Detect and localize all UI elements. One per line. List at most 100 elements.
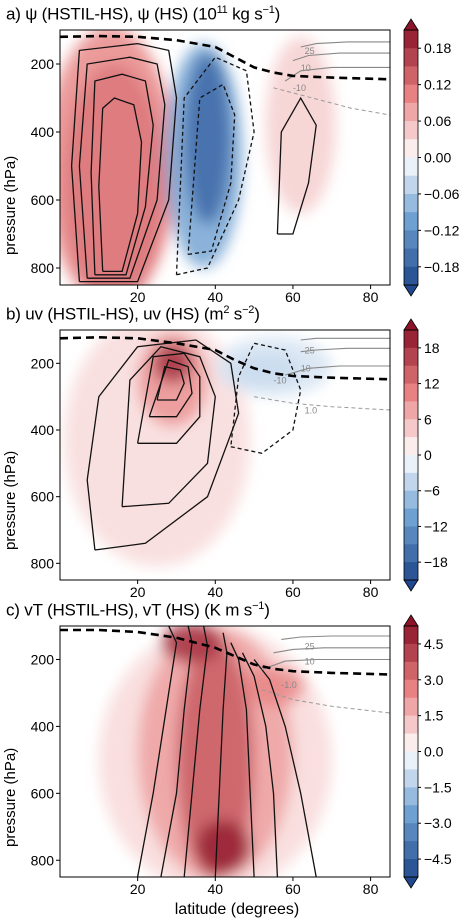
x-tick-label: 40 [208, 289, 224, 305]
colorbar-tick-label: −6 [424, 483, 440, 499]
contour-line [183, 626, 209, 877]
contour-line [273, 647, 390, 654]
colorbar-tick-label: −1.5 [424, 779, 452, 795]
panel-title-end: ) [254, 304, 260, 324]
colorbar-segment [404, 419, 418, 438]
panel-c: c) vT (HSTIL-HS), vT (HS) (K m s−1) press… [0, 596, 474, 901]
hs-contours [70, 41, 390, 283]
filled-field [98, 626, 332, 877]
contour-label: 10 [301, 63, 311, 73]
colorbar-segment [404, 266, 418, 286]
colorbar-segment [404, 84, 418, 104]
anomaly-fill [176, 639, 255, 877]
colorbar-tick-label: 0.12 [424, 77, 451, 93]
contour-line [175, 56, 255, 276]
colorbar-tick-label: 12 [424, 376, 440, 392]
colorbar-segment [404, 347, 418, 367]
panel-title-exponent: −1 [252, 600, 265, 612]
panel-title-text: b) uv (HSTIL-HS), uv (HS) (m [6, 304, 224, 324]
contour-label: 1.0 [305, 405, 318, 415]
x-tick-label: 40 [208, 584, 224, 600]
y-tick-label: 400 [31, 124, 55, 140]
contour-line [300, 337, 390, 341]
colorbar-segment [404, 697, 418, 717]
colorbar-segment [404, 823, 418, 842]
y-tick-label: 800 [31, 852, 55, 868]
y-tick-label: 600 [31, 192, 55, 208]
colorbar-segment [404, 526, 418, 545]
panel-a: a) ψ (HSTIL-HS), ψ (HS) (1011 kg s−1) pre… [0, 0, 474, 305]
colorbar-segment [404, 30, 418, 49]
colorbar-tick-label: 4.5 [424, 636, 444, 652]
colorbar-tick-label: 0 [424, 447, 432, 463]
contour-line [136, 626, 178, 877]
panel-b: b) uv (HSTIL-HS), uv (HS) (m2 s−2) pressu… [0, 300, 474, 600]
chart-svg: 25 10 -10 200 400 600 800 20 40 60 80 0.18 0.12 0.06 0… [31, 18, 460, 305]
colorbar-tick-label: −4.5 [424, 851, 452, 867]
panel-title-end: ) [274, 4, 281, 24]
contour-line [285, 365, 390, 376]
colorbar-segment [404, 230, 418, 250]
y-tick-label: 200 [31, 651, 55, 667]
x-axis-label: latitude (degrees) [174, 901, 300, 918]
panel-title-unit: kg s [227, 4, 263, 24]
colorbar-segment [404, 643, 418, 663]
contour-line [273, 87, 390, 116]
x-tick-label: 60 [285, 289, 301, 305]
contour-line [136, 352, 201, 444]
colorbar-tick-label: 0.00 [424, 150, 451, 166]
y-tick-label: 600 [31, 785, 55, 801]
y-tick-label: 400 [31, 718, 55, 734]
colorbar-tick-label: 0.06 [424, 113, 451, 129]
colorbar-min-arrow [403, 284, 419, 297]
contour-line [86, 339, 240, 551]
colorbar-segment [404, 859, 418, 878]
colorbar-segment [404, 841, 418, 860]
y-tick-label: 800 [31, 555, 55, 571]
colorbar-segment [404, 437, 418, 456]
panel-title-end: ) [264, 600, 270, 620]
colorbar-segment [404, 139, 418, 158]
panel-title: a) ψ (HSTIL-HS), ψ (HS) (1011 kg s−1) [6, 4, 280, 25]
colorbar-segment [404, 769, 418, 788]
colorbar-segment [404, 248, 418, 268]
tropopause-line [59, 34, 391, 81]
panel-title-unit: s [229, 304, 243, 324]
chart-svg: 25 10 -1.0 200 400 600 800 20 40 60 80 4.5 3.0 1.5 0.0… [31, 614, 452, 897]
colorbar-segment [404, 626, 418, 645]
contour-label: -10 [274, 375, 287, 385]
contour-label: 25 [305, 345, 315, 355]
panel-title-exponent: 2 [223, 304, 230, 316]
colorbar-segment [404, 365, 418, 385]
contour-label: -10 [293, 83, 306, 93]
x-tick-label: 20 [130, 584, 146, 600]
contour-line [241, 652, 279, 877]
colorbar-segment [404, 48, 418, 67]
y-tick-label: 200 [31, 355, 55, 371]
contour-line [276, 96, 317, 235]
colorbar-tick-label: 1.5 [424, 708, 444, 724]
colorbar-segment [404, 383, 418, 402]
colorbar-min-arrow [403, 876, 419, 889]
tropopause-line [60, 628, 391, 676]
colorbar-segment [404, 787, 418, 806]
colorbar-segment [404, 193, 418, 213]
colorbar-max-arrow [403, 318, 419, 331]
x-tick-label: 80 [363, 289, 379, 305]
colorbar-segment [404, 490, 418, 510]
hs-contours [136, 626, 390, 877]
colorbar-segment [404, 661, 418, 681]
x-tick-label: 20 [130, 289, 146, 305]
colorbar-tick-label: 0.18 [424, 40, 451, 56]
contour-label: 25 [305, 641, 315, 651]
plot-frame [59, 329, 391, 581]
panel-title-unit-exponent: −2 [242, 304, 255, 316]
contour-line [254, 396, 390, 411]
colorbar-tick-label: 3.0 [424, 672, 444, 688]
colorbar-tick-label: 18 [424, 340, 440, 356]
colorbar-segment [404, 66, 418, 86]
contour-label: 10 [305, 656, 315, 666]
panel-title: b) uv (HSTIL-HS), uv (HS) (m2 s−2) [6, 304, 260, 325]
contour-label: 10 [301, 364, 311, 374]
